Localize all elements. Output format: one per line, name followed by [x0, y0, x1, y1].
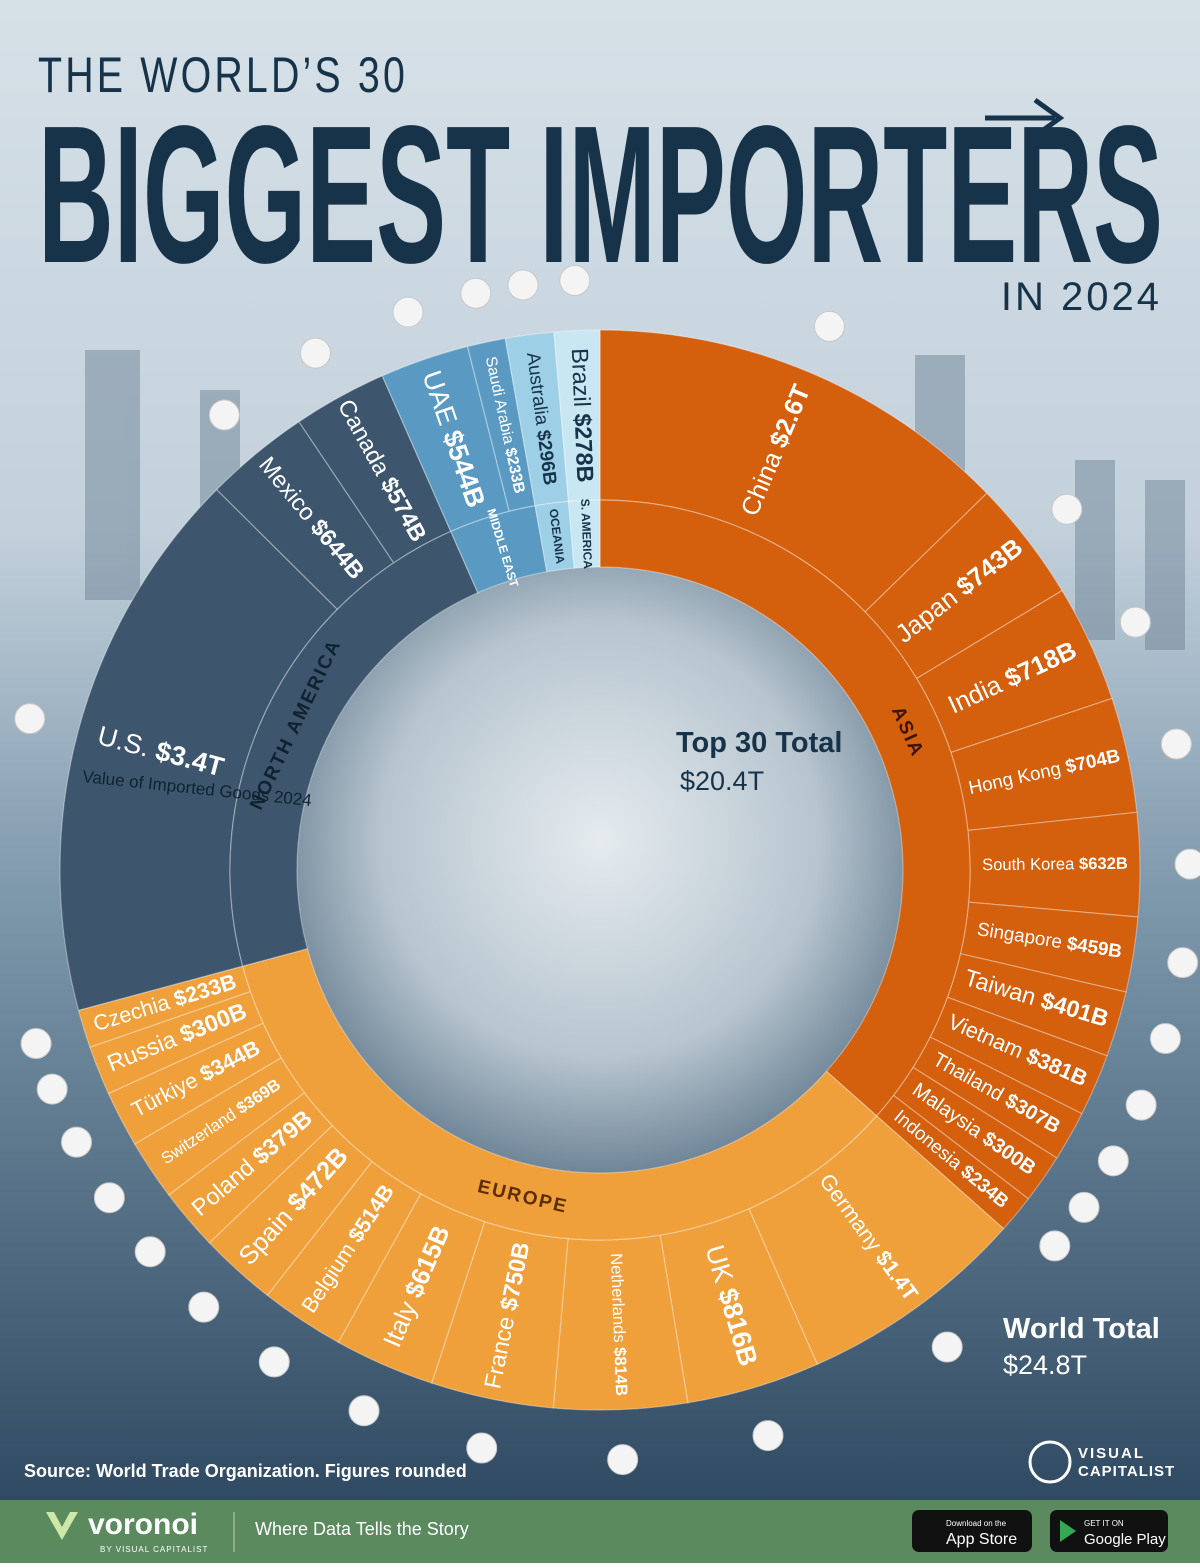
button-bg[interactable] — [1050, 1510, 1168, 1552]
flag — [559, 265, 591, 297]
vc-logo: VISUAL CAPITALIST — [1028, 1440, 1175, 1484]
flag — [607, 1444, 639, 1476]
value-label: $632B — [1079, 854, 1128, 873]
segment — [950, 697, 1138, 832]
segment-label: Brazil $278B — [567, 348, 599, 484]
flag — [299, 337, 331, 369]
region-arc — [229, 530, 479, 967]
tagline: Where Data Tells the Story — [255, 1519, 469, 1539]
flag — [60, 1126, 92, 1158]
supertitle: THE WORLD’S 30 — [38, 47, 408, 103]
flag — [348, 1395, 380, 1427]
source: Source: World Trade Organization. Figure… — [24, 1461, 467, 1481]
segment-label: South Korea $632B — [982, 854, 1128, 874]
button-small: Download on the — [946, 1519, 1007, 1528]
total-value: $20.4T — [680, 766, 764, 796]
country-name: South Korea — [982, 855, 1075, 875]
button-bg[interactable] — [912, 1510, 1032, 1552]
subtitle: IN 2024 — [1001, 275, 1162, 319]
flag — [1039, 1230, 1071, 1262]
flag — [507, 269, 539, 301]
country-name: Netherlands — [606, 1253, 628, 1343]
total-label: Top 30 Total — [676, 727, 842, 759]
play-icon — [1060, 1520, 1076, 1542]
flag — [1167, 947, 1199, 979]
flag — [36, 1073, 68, 1105]
flag — [1149, 1023, 1181, 1055]
flag — [813, 310, 845, 342]
button-label: App Store — [946, 1531, 1017, 1548]
flag — [14, 703, 46, 735]
flag — [392, 296, 424, 328]
flag — [1125, 1089, 1157, 1121]
google-play-button[interactable]: GET IT ON Google Play — [1050, 1510, 1168, 1552]
region-arc — [450, 505, 548, 594]
flag — [93, 1182, 125, 1214]
center-scene — [297, 567, 903, 1173]
button-label: Google Play — [1084, 1531, 1166, 1548]
logo-icon — [1028, 1440, 1072, 1484]
region-label: S. AMERICA — [578, 498, 595, 569]
region-arc — [567, 499, 601, 569]
brand: voronoi — [88, 1508, 198, 1541]
flag — [1068, 1191, 1100, 1223]
flag — [20, 1028, 52, 1060]
value-label: $814B — [610, 1347, 631, 1397]
flag — [1097, 1145, 1129, 1177]
flag — [460, 277, 492, 309]
logo-text: VISUAL — [1078, 1445, 1145, 1462]
flag — [134, 1236, 166, 1268]
flag — [258, 1346, 290, 1378]
total-label: World Total — [1003, 1313, 1160, 1345]
byline: BY VISUAL CAPITALIST — [100, 1545, 208, 1554]
title: BIGGEST IMPORTERS — [38, 85, 1163, 304]
total-value: $24.8T — [1003, 1350, 1087, 1380]
flag — [188, 1291, 220, 1323]
country-name: Brazil — [567, 348, 595, 408]
flag — [931, 1331, 963, 1363]
region-arc — [599, 499, 971, 1117]
button-small: GET IT ON — [1084, 1519, 1124, 1528]
flag — [1160, 728, 1192, 760]
skyline — [85, 350, 1185, 650]
flag — [1174, 848, 1200, 880]
logo-text: CAPITALIST — [1078, 1463, 1175, 1480]
flag — [208, 399, 240, 431]
flag — [752, 1420, 784, 1452]
flag — [1119, 606, 1151, 638]
voronoi-icon — [46, 1512, 78, 1540]
region-arc — [241, 947, 878, 1241]
value-label: $278B — [569, 413, 598, 483]
flag — [466, 1432, 498, 1464]
title-arrow — [985, 97, 1065, 139]
app-store-button[interactable]: Download on the App Store — [912, 1510, 1032, 1552]
segment-label: Netherlands $814B — [606, 1253, 630, 1397]
flag — [1051, 493, 1083, 525]
